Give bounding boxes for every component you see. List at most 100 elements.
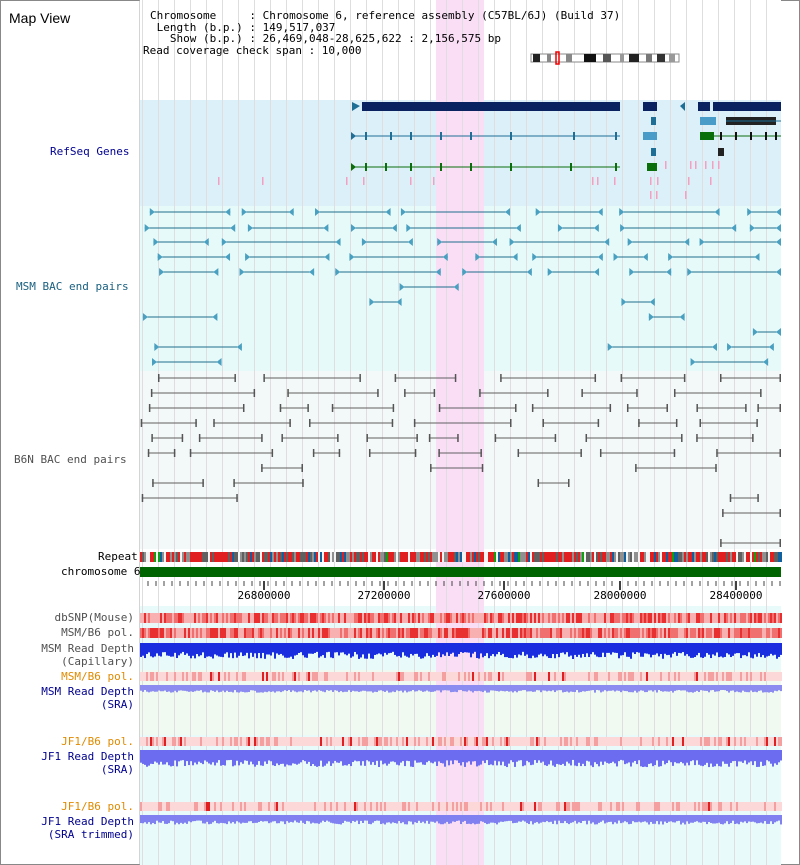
depth-bar — [754, 643, 756, 655]
depth-bar — [500, 750, 502, 766]
heat-cell — [336, 802, 338, 811]
heat-cell — [182, 672, 184, 681]
heat-cell — [248, 802, 250, 811]
depth-bar — [502, 815, 504, 822]
heat-cell — [684, 628, 686, 638]
heat-cell — [240, 802, 242, 811]
heat-cell — [642, 613, 644, 623]
heat-cell — [290, 628, 292, 638]
heat-cell — [490, 672, 492, 681]
depth-bar — [286, 685, 288, 692]
depth-bar — [532, 750, 534, 765]
depth-bar — [710, 643, 712, 659]
bac-end — [479, 389, 481, 397]
depth-bar — [744, 685, 746, 692]
snp-mark — [614, 177, 616, 185]
b6n-bac-track-label[interactable]: B6N BAC end pairs — [14, 453, 127, 466]
depth-bar — [518, 815, 520, 822]
depth-bar — [200, 643, 202, 656]
heat-cell — [146, 672, 148, 681]
depth-bar — [668, 685, 670, 692]
heat-cell — [240, 737, 242, 746]
depth-bar — [168, 815, 170, 824]
heat-cell — [576, 737, 578, 746]
depth-bar — [204, 815, 206, 824]
heat-cell — [424, 613, 426, 623]
heat-cell — [176, 613, 178, 623]
heat-cell — [526, 737, 528, 746]
depth-bar — [496, 685, 498, 692]
repeat-block — [554, 552, 556, 562]
depth-bar — [608, 750, 610, 764]
repeat-block — [566, 552, 568, 562]
depth-bar — [368, 750, 370, 762]
depth-bar — [700, 643, 702, 658]
repeat-block — [684, 552, 686, 562]
bac-end — [261, 434, 263, 442]
depth-bar — [370, 750, 372, 765]
depth-bar — [364, 685, 366, 691]
heat-cell — [282, 802, 284, 811]
heat-cell — [450, 628, 452, 638]
heat-cell — [438, 802, 440, 811]
depth-bar — [186, 643, 188, 654]
heat-cell — [160, 613, 162, 623]
depth-bar — [518, 685, 520, 691]
heat-cell — [582, 802, 584, 811]
depth-bar — [500, 643, 502, 656]
depth-bar — [504, 750, 506, 766]
depth-bar — [602, 815, 604, 821]
depth-bar — [382, 815, 384, 824]
heat-cell — [624, 628, 626, 638]
depth-bar — [304, 643, 306, 658]
heat-cell — [448, 737, 450, 746]
heat-cell — [160, 737, 162, 746]
repeat-block — [736, 552, 738, 562]
heat-cell — [498, 628, 500, 638]
depth-bar — [172, 750, 174, 766]
depth-bar — [436, 685, 438, 691]
heat-cell — [272, 737, 274, 746]
depth-bar — [734, 750, 736, 761]
depth-bar — [628, 815, 630, 825]
heat-cell — [676, 628, 678, 638]
depth-bar — [612, 643, 614, 653]
depth-bar — [198, 750, 200, 762]
heat-cell — [628, 628, 630, 638]
heat-cell — [512, 737, 514, 746]
depth-bar — [202, 643, 204, 653]
refseq-track-label[interactable]: RefSeq Genes — [50, 145, 130, 158]
depth-bar — [154, 685, 156, 692]
depth-bar — [558, 685, 560, 691]
depth-bar — [732, 643, 734, 656]
depth-bar — [312, 815, 314, 823]
repeat-block — [198, 552, 200, 562]
heat-cell — [726, 613, 728, 623]
heat-cell — [630, 672, 632, 681]
depth-bar — [328, 815, 330, 822]
heat-cell — [538, 802, 540, 811]
depth-bar — [308, 815, 310, 822]
depth-bar — [762, 750, 764, 766]
depth-bar — [722, 685, 724, 691]
repeat-block — [278, 552, 280, 562]
heat-cell — [276, 672, 278, 681]
heat-cell — [692, 737, 694, 746]
depth-bar — [170, 815, 172, 821]
heat-cell — [478, 802, 480, 811]
depth-bar — [298, 750, 300, 764]
heat-cell — [422, 628, 424, 638]
heat-cell — [476, 628, 478, 638]
heat-cell — [208, 672, 210, 681]
depth-bar — [468, 685, 470, 691]
msm-bac-track-label[interactable]: MSM BAC end pairs — [16, 280, 129, 293]
depth-bar — [484, 643, 486, 656]
heat-cell — [578, 613, 580, 623]
depth-bar — [380, 685, 382, 691]
depth-bar — [248, 750, 250, 765]
depth-bar — [588, 643, 590, 658]
depth-bar — [186, 685, 188, 692]
heat-cell — [576, 628, 578, 638]
heat-cell — [424, 737, 426, 746]
